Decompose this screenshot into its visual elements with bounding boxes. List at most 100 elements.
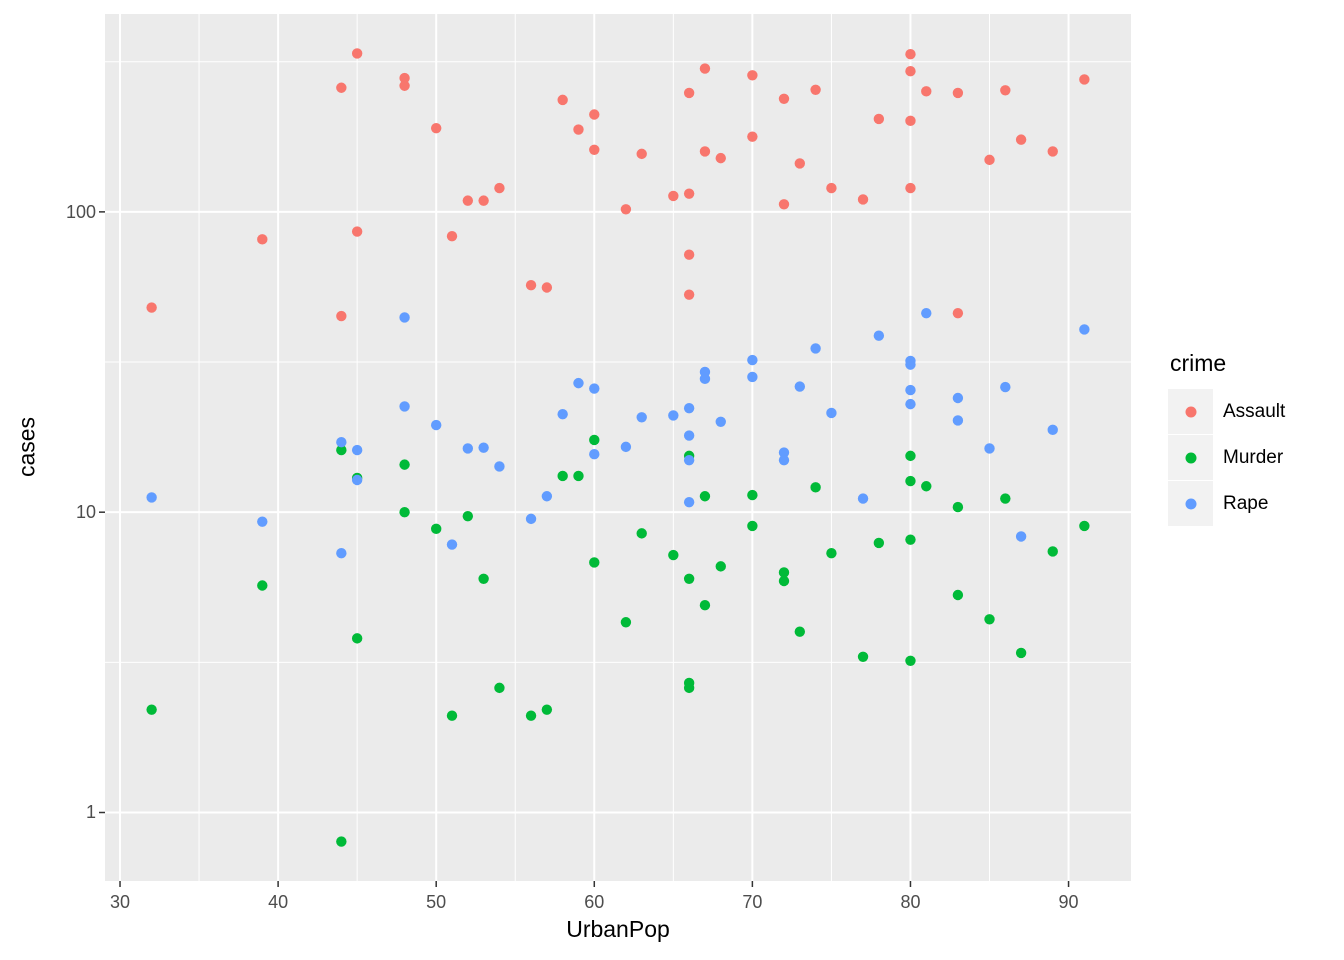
point-assault (905, 182, 916, 194)
point-rape (826, 407, 837, 419)
point-assault (525, 279, 537, 291)
point-murder (668, 549, 679, 561)
point-rape (810, 343, 821, 354)
point-rape (1079, 324, 1090, 335)
point-murder (699, 600, 711, 611)
legend-point-icon (1185, 452, 1196, 463)
point-assault (462, 195, 474, 206)
point-rape (905, 355, 916, 367)
point-assault (715, 152, 726, 164)
point-rape (494, 461, 505, 472)
point-assault (952, 87, 964, 99)
point-assault (683, 87, 695, 99)
legend-title: crime (1170, 350, 1227, 376)
legend-label: Murder (1223, 446, 1284, 468)
point-rape (778, 447, 790, 458)
point-rape (699, 366, 711, 378)
point-rape (257, 516, 268, 527)
point-murder (1015, 647, 1027, 659)
point-assault (589, 144, 600, 155)
point-assault (905, 115, 916, 127)
point-murder (683, 573, 695, 585)
point-murder (747, 520, 758, 532)
point-assault (683, 249, 695, 260)
point-rape (399, 401, 410, 412)
point-assault (683, 289, 695, 300)
point-assault (778, 199, 790, 210)
point-murder (952, 501, 964, 513)
point-murder (1047, 546, 1058, 557)
point-murder (478, 573, 489, 585)
point-assault (857, 194, 869, 205)
point-murder (826, 548, 837, 559)
point-rape (952, 392, 964, 404)
point-murder (446, 710, 458, 721)
point-murder (699, 491, 711, 502)
legend-point-icon (1185, 498, 1196, 509)
point-murder (857, 651, 869, 662)
point-rape (715, 416, 726, 427)
point-assault (1015, 134, 1027, 145)
point-assault (494, 182, 505, 194)
point-rape (683, 402, 695, 414)
x-tick-label: 60 (584, 892, 605, 912)
point-assault (573, 124, 584, 135)
legend-items: Assault Murder Rape (1168, 389, 1344, 526)
plot-area (99, 14, 1131, 887)
point-rape (778, 454, 790, 466)
legend-label: Rape (1223, 492, 1269, 514)
point-murder (873, 537, 885, 549)
point-rape (573, 377, 584, 389)
point-murder (525, 710, 537, 721)
point-rape (683, 454, 695, 466)
point-rape (905, 384, 916, 396)
y-tick-label: 10 (75, 502, 96, 523)
point-murder (430, 523, 442, 535)
point-murder (589, 434, 600, 446)
point-murder (905, 534, 916, 545)
point-assault (336, 310, 347, 322)
point-assault (399, 72, 410, 84)
point-assault (430, 122, 442, 134)
legend-item-murder: Murder (1168, 435, 1344, 480)
point-rape (430, 419, 442, 431)
legend-item-assault: Assault (1168, 389, 1344, 434)
point-murder (778, 575, 790, 587)
point-assault (351, 48, 363, 59)
point-assault (747, 131, 758, 142)
point-murder (1079, 520, 1090, 532)
point-assault (446, 230, 458, 242)
point-murder (921, 481, 932, 492)
point-rape (747, 371, 758, 383)
point-assault (683, 188, 695, 199)
point-murder (399, 506, 410, 518)
point-rape (146, 492, 157, 503)
point-murder (399, 459, 410, 470)
point-assault (1000, 85, 1011, 96)
point-assault (1047, 146, 1058, 157)
point-assault (952, 307, 964, 319)
point-assault (589, 109, 600, 120)
point-rape (336, 437, 347, 448)
point-rape (1047, 424, 1058, 436)
point-murder (620, 617, 632, 628)
point-assault (826, 182, 837, 194)
legend-key (1168, 389, 1213, 434)
point-assault (778, 93, 790, 104)
point-assault (478, 195, 489, 206)
point-murder (573, 470, 584, 482)
point-rape (905, 398, 916, 410)
point-rape (462, 443, 474, 454)
point-assault (399, 80, 410, 91)
point-assault (905, 48, 916, 60)
point-rape (1000, 381, 1011, 393)
point-murder (715, 561, 726, 572)
point-murder (636, 528, 647, 539)
point-rape (952, 415, 964, 426)
x-axis-title: UrbanPop (566, 916, 670, 942)
point-rape (478, 442, 489, 453)
point-rape (1015, 531, 1027, 542)
point-assault (668, 190, 679, 202)
plot-panel (99, 14, 1131, 887)
point-rape (921, 307, 932, 319)
